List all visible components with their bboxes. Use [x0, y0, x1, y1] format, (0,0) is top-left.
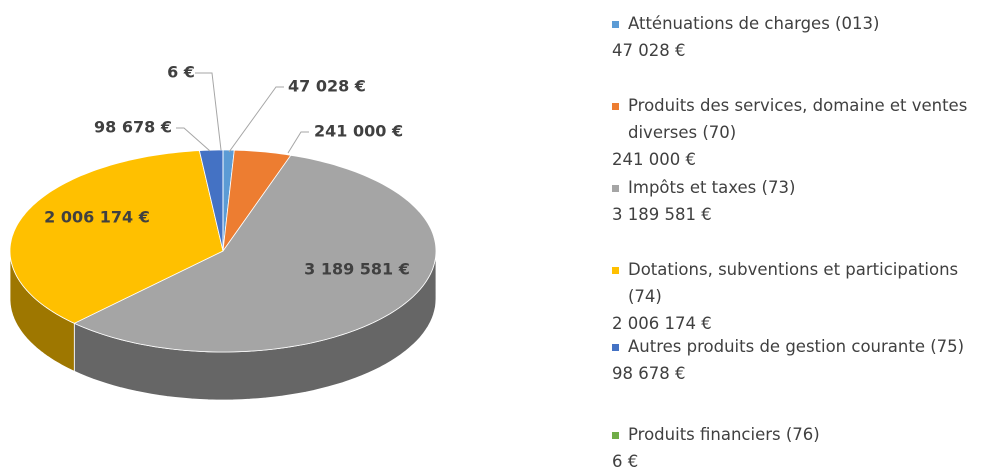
legend-entry: Atténuations de charges (013) 47 028 € — [612, 10, 982, 64]
data-label: 2 006 174 € — [44, 208, 150, 227]
leader-line — [176, 127, 211, 152]
legend-label: Impôts et taxes (73) — [628, 178, 796, 197]
leader-line — [228, 86, 284, 153]
slice — [9, 150, 224, 324]
legend-marker — [612, 185, 619, 192]
legend-entry: Produits financiers (76) 6 € — [612, 421, 982, 470]
legend-marker — [612, 344, 619, 351]
legend-label: Produits des services, domaine et ventes… — [628, 96, 968, 142]
legend-marker — [612, 432, 619, 439]
pie-area: 47 028 € 241 000 € 3 189 581 € 2 006 174 € 9… — [9, 63, 437, 401]
slice — [73, 154, 437, 353]
legend-marker — [612, 267, 619, 274]
legend-value: 2 006 174 € — [612, 314, 712, 333]
legend-value: 47 028 € — [612, 41, 686, 60]
leader-line — [287, 131, 309, 154]
legend-label: Atténuations de charges (013) — [628, 14, 880, 33]
legend-entry: Impôts et taxes (73) 3 189 581 € — [612, 174, 982, 228]
legend-value: 241 000 € — [612, 150, 696, 169]
legend-value: 3 189 581 € — [612, 205, 712, 224]
slice — [198, 149, 224, 252]
legend-label: Dotations, subventions et participations… — [628, 260, 959, 306]
leader-line — [195, 72, 222, 151]
data-label: 6 € — [167, 63, 195, 82]
legend-marker — [612, 21, 619, 28]
legend-value: 6 € — [612, 452, 639, 470]
data-label: 3 189 581 € — [304, 260, 410, 279]
legend-entry: Dotations, subventions et participations… — [612, 256, 982, 337]
legend-marker — [612, 103, 619, 110]
legend-label: Autres produits de gestion courante (75) — [628, 337, 965, 356]
data-label: 98 678 € — [94, 118, 172, 137]
legend-entry: Produits des services, domaine et ventes… — [612, 92, 982, 173]
legend-label: Produits financiers (76) — [628, 425, 820, 444]
data-label: 47 028 € — [288, 77, 366, 96]
data-label: 241 000 € — [314, 122, 403, 141]
legend-value: 98 678 € — [612, 364, 686, 383]
legend-entry: Autres produits de gestion courante (75)… — [612, 333, 982, 387]
slice — [222, 149, 292, 252]
